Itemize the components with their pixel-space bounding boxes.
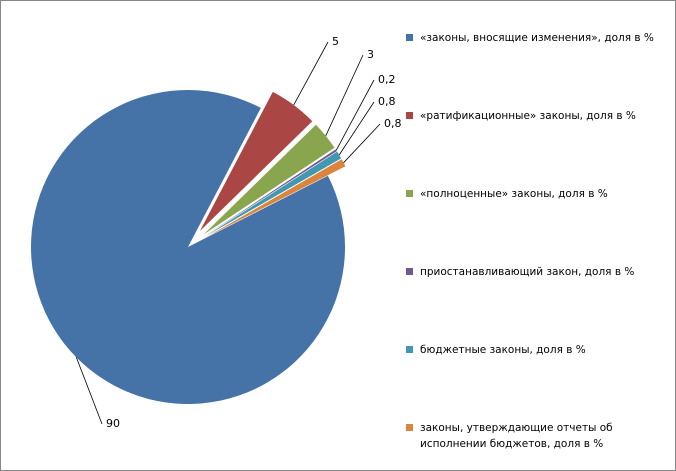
legend-item: бюджетные законы, доля в % [406,342,668,358]
data-label: 3 [367,48,374,61]
legend-item: «полноценные» законы, доля в % [406,186,668,202]
data-label: 0,8 [378,95,396,108]
legend-item: «законы, вносящие изменения», доля в % [406,30,668,46]
legend-swatch [406,190,413,197]
legend-label: «полноценные» законы, доля в % [420,188,608,200]
legend-swatch [406,268,413,275]
leader-line [338,101,375,156]
legend-swatch [406,424,413,431]
legend-item: законы, утверждающие отчеты об исполнени… [406,420,668,452]
leader-line [293,41,329,106]
pie-slice [30,89,345,405]
pie-slice [205,151,342,237]
data-label: 0,2 [378,73,396,86]
leader-line [325,54,364,137]
pie-slice [204,149,337,237]
leader-line [335,79,375,151]
data-label: 90 [106,417,120,430]
pie-slice [203,124,335,235]
legend-label: законы, утверждающие отчеты об исполнени… [420,422,613,450]
legend-label: «законы, вносящие изменения», доля в % [420,32,654,44]
legend-label: «ратификационные» законы, доля в % [420,110,636,122]
pie-slice [199,91,313,231]
data-label: 5 [332,35,339,48]
legend-swatch [406,34,413,41]
legend-swatch [406,112,413,119]
pie-slice [205,159,346,238]
legend-swatch [406,346,413,353]
legend-item: приостанавливающий закон, доля в % [406,264,668,280]
leader-line [75,357,103,425]
legend-label: бюджетные законы, доля в % [420,344,586,356]
legend-label: приостанавливающий закон, доля в % [420,266,635,278]
legend-item: «ратификационные» законы, доля в % [406,108,668,124]
leader-line [343,123,381,163]
data-label: 0,8 [384,117,402,130]
